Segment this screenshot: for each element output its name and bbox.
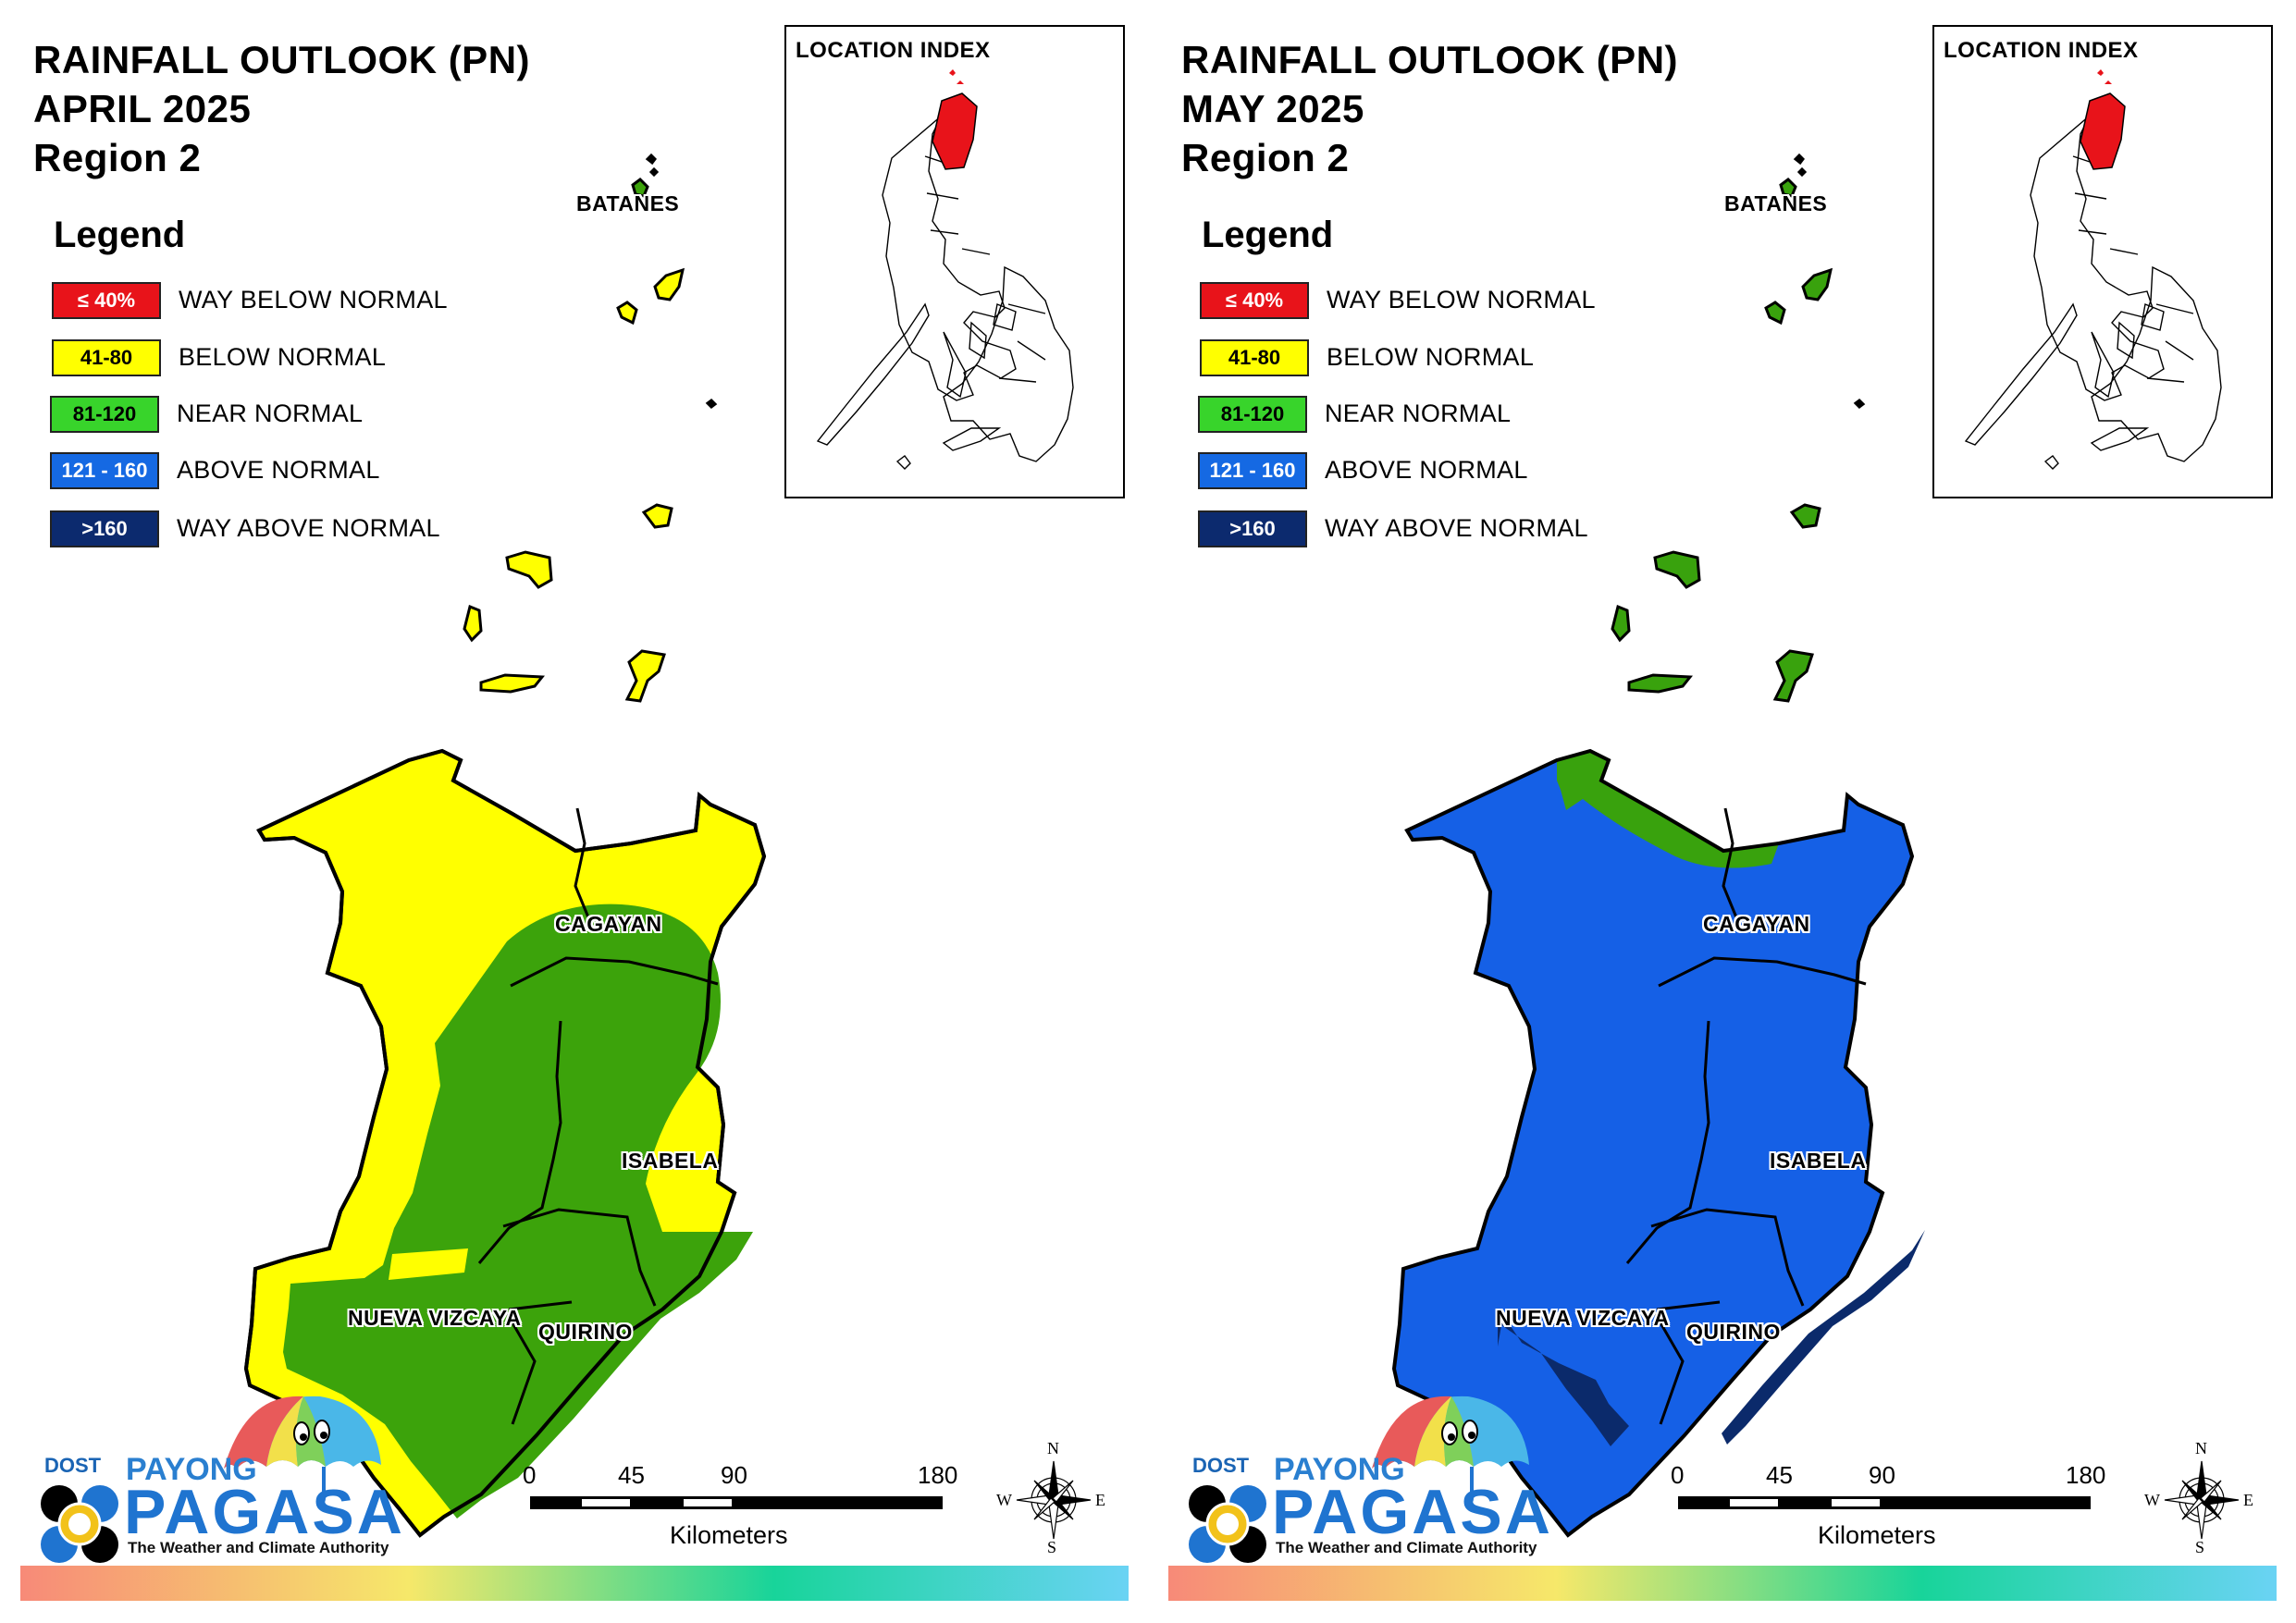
title-line-1: RAINFALL OUTLOOK (PN): [33, 38, 531, 81]
legend-swatch: 81-120: [50, 396, 159, 433]
location-index-title: LOCATION INDEX: [1944, 38, 2139, 63]
philippines-locator-map: [816, 69, 1074, 470]
logo-pagasa: PAGASA: [124, 1477, 405, 1547]
legend-swatch: 41-80: [52, 339, 161, 376]
label-nueva-vizcaya: NUEVA VIZCAYA: [348, 1306, 522, 1330]
legend-swatch: 81-120: [1198, 396, 1307, 433]
legend-label: WAY ABOVE NORMAL: [177, 514, 440, 542]
legend-label: NEAR NORMAL: [1325, 400, 1512, 427]
legend-title: Legend: [1202, 215, 1334, 255]
legend-swatch: ≤ 40%: [52, 282, 161, 319]
compass-w: W: [2144, 1491, 2160, 1509]
logo-tagline: The Weather and Climate Authority: [1276, 1539, 1537, 1556]
legend-swatch: ≤ 40%: [1200, 282, 1309, 319]
compass-s: S: [2195, 1538, 2205, 1556]
title-line-2: APRIL 2025: [33, 87, 252, 130]
logo-tagline: The Weather and Climate Authority: [128, 1539, 389, 1556]
page-title: RAINFALL OUTLOOK (PN) MAY 2025 Region 2: [1181, 35, 1678, 182]
legend-swatch: >160: [50, 510, 159, 547]
label-cagayan: CAGAYAN: [555, 912, 662, 936]
map-may: [1391, 153, 1925, 1538]
legend-label: BELOW NORMAL: [1327, 343, 1535, 371]
legend-label: WAY ABOVE NORMAL: [1325, 514, 1588, 542]
scale-bar-graphic: [530, 1496, 943, 1509]
compass-n: N: [1047, 1439, 1059, 1457]
legend-swatch: 41-80: [1200, 339, 1309, 376]
scale-unit: Kilometers: [1818, 1521, 1936, 1549]
batanes-islands: [1611, 153, 1866, 703]
compass-s: S: [1047, 1538, 1057, 1556]
title-line-3: Region 2: [33, 136, 202, 179]
label-isabela: ISABELA: [622, 1149, 719, 1173]
mainland-may: [1391, 748, 1925, 1538]
scale-unit: Kilometers: [670, 1521, 788, 1549]
label-quirino: QUIRINO: [538, 1320, 633, 1344]
umbrella-icon: [1372, 1396, 1529, 1506]
label-nueva-vizcaya: NUEVA VIZCAYA: [1496, 1306, 1670, 1330]
legend-label: ABOVE NORMAL: [177, 456, 380, 484]
legend-swatch: >160: [1198, 510, 1307, 547]
scale-tick-90: 90: [721, 1461, 747, 1489]
page-title: RAINFALL OUTLOOK (PN) APRIL 2025 Region …: [33, 35, 530, 182]
region-2-highlight: [2080, 92, 2126, 170]
label-batanes: BATANES: [1724, 191, 1828, 215]
compass-n: N: [2195, 1439, 2207, 1457]
logo-payong: PAYONG: [1274, 1452, 1405, 1487]
map-april: [243, 153, 767, 1538]
title-line-1: RAINFALL OUTLOOK (PN): [1181, 38, 1679, 81]
logo-pagasa: PAGASA: [1272, 1477, 1553, 1547]
footer-gradient-bar: [20, 1566, 1129, 1601]
panel-may: RAINFALL OUTLOOK (PN) MAY 2025 Region 2 …: [1148, 0, 2296, 1623]
legend-label: ABOVE NORMAL: [1325, 456, 1528, 484]
dost-seal-icon: [41, 1485, 118, 1563]
legend-label: NEAR NORMAL: [177, 400, 364, 427]
logo-dost: DOST: [44, 1454, 102, 1477]
compass-e: E: [2243, 1491, 2253, 1509]
legend-label: WAY BELOW NORMAL: [179, 286, 448, 314]
title-line-2: MAY 2025: [1181, 87, 1364, 130]
compass-e: E: [1095, 1491, 1105, 1509]
label-batanes: BATANES: [576, 191, 680, 215]
legend-title: Legend: [54, 215, 186, 255]
compass-rose-icon: [2164, 1460, 2240, 1540]
scale-bar-graphic: [1678, 1496, 2091, 1509]
scale-tick-180: 180: [2066, 1461, 2106, 1489]
footer-gradient-bar: [1168, 1566, 2277, 1601]
legend-swatch: 121 - 160: [1198, 452, 1307, 489]
compass-rose-icon: [1016, 1460, 1092, 1540]
label-cagayan: CAGAYAN: [1703, 912, 1810, 936]
location-index-title: LOCATION INDEX: [796, 38, 991, 63]
region-2-highlight: [932, 92, 978, 170]
label-quirino: QUIRINO: [1686, 1320, 1781, 1344]
legend-swatch: 121 - 160: [50, 452, 159, 489]
legend-label: BELOW NORMAL: [179, 343, 387, 371]
legend-label: WAY BELOW NORMAL: [1327, 286, 1596, 314]
logo-dost: DOST: [1192, 1454, 1250, 1477]
scale-tick-90: 90: [1869, 1461, 1895, 1489]
umbrella-icon: [224, 1396, 381, 1506]
scale-tick-180: 180: [918, 1461, 958, 1489]
title-line-3: Region 2: [1181, 136, 1350, 179]
scale-tick-45: 45: [1766, 1461, 1793, 1489]
batanes-islands: [463, 153, 718, 703]
label-isabela: ISABELA: [1770, 1149, 1867, 1173]
compass-w: W: [996, 1491, 1012, 1509]
scale-tick-45: 45: [618, 1461, 645, 1489]
logo-payong: PAYONG: [126, 1452, 257, 1487]
panel-april: RAINFALL OUTLOOK (PN) APRIL 2025 Region …: [20, 25, 1129, 1601]
scale-tick-0: 0: [523, 1461, 537, 1489]
location-index-box: LOCATION INDEX: [784, 25, 1125, 498]
mainland-april: [243, 748, 767, 1538]
scale-tick-0: 0: [1671, 1461, 1685, 1489]
location-index-box: LOCATION INDEX: [1932, 25, 2273, 498]
dost-seal-icon: [1189, 1485, 1266, 1563]
philippines-locator-map: [1964, 69, 2222, 470]
